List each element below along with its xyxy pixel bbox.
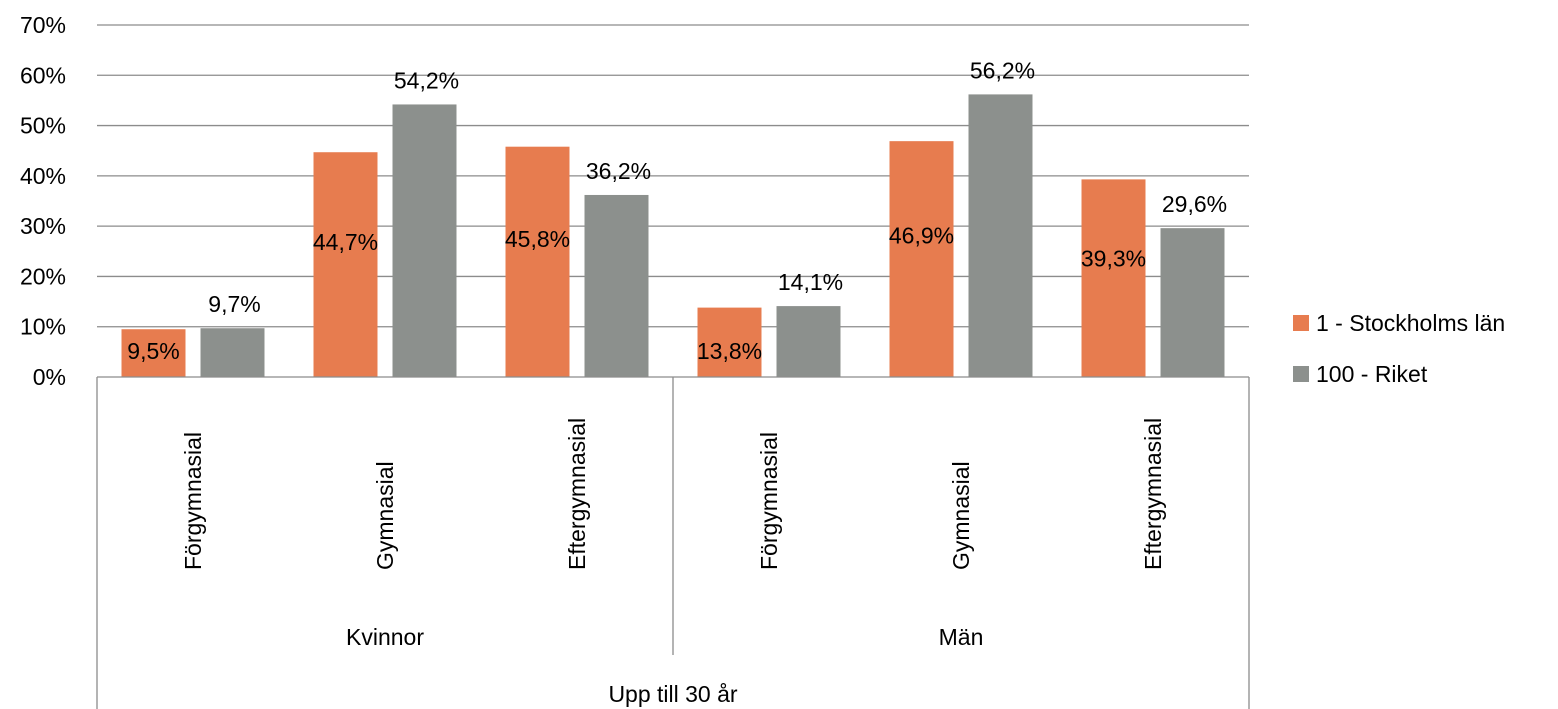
data-label-stockholms-lan: 46,9% [889,222,954,248]
y-tick-label: 60% [20,62,66,88]
bar-riket [776,306,841,377]
bar-riket [392,104,457,378]
top-group-label: Upp till 30 år [608,681,737,707]
bar-stockholms-lan [121,329,186,377]
y-tick-label: 20% [20,263,66,289]
legend-swatch [1293,366,1309,382]
y-tick-label: 30% [20,213,66,239]
legend-swatch [1293,315,1309,331]
data-label-riket: 9,7% [208,291,260,317]
bar-riket [968,94,1033,377]
category-label: Eftergymnasial [564,418,590,570]
y-tick-label: 10% [20,314,66,340]
y-tick-label: 50% [20,113,66,139]
data-label-stockholms-lan: 44,7% [313,229,378,255]
data-label-stockholms-lan: 45,8% [505,226,570,252]
bar-stockholms-lan [697,307,762,377]
y-tick-labels: 0% 10% 20% 30% 40% 50% 60% 70% [20,12,66,390]
group-label: Män [939,624,984,650]
group-label: Kvinnor [346,624,424,650]
data-labels: 9,5% 9,7% 44,7% 54,2% 45,8% 36,2% 13,8% 14,1% 46… [127,57,1227,364]
bar-riket [1160,228,1225,377]
legend: 1 - Stockholms län 100 - Riket [1293,310,1505,387]
data-label-riket: 36,2% [586,158,651,184]
data-label-stockholms-lan: 9,5% [127,338,179,364]
data-label-riket: 54,2% [394,67,459,93]
bar-stockholms-lan [1081,179,1146,377]
legend-label: 1 - Stockholms län [1316,310,1505,336]
bars [121,94,1225,378]
category-label: Gymnasial [372,461,398,570]
data-label-riket: 56,2% [970,57,1035,83]
category-labels: Förgymnasial Gymnasial Eftergymnasial Förgy… [180,418,1166,707]
bar-stockholms-lan [505,146,570,377]
y-tick-label: 0% [33,364,66,390]
legend-label: 100 - Riket [1316,361,1428,387]
bar-stockholms-lan [889,141,954,377]
data-label-stockholms-lan: 39,3% [1081,245,1146,271]
data-label-stockholms-lan: 13,8% [697,338,762,364]
y-tick-label: 70% [20,12,66,38]
category-label: Eftergymnasial [1140,418,1166,570]
category-label: Gymnasial [948,461,974,570]
bar-riket [200,328,265,377]
data-label-riket: 29,6% [1162,191,1227,217]
category-label: Förgymnasial [756,432,782,570]
data-label-riket: 14,1% [778,269,843,295]
bar-riket [584,194,649,377]
bar-stockholms-lan [313,152,378,377]
category-label: Förgymnasial [180,432,206,570]
gridlines [97,24,1249,328]
axes [96,376,1250,709]
y-tick-label: 40% [20,163,66,189]
